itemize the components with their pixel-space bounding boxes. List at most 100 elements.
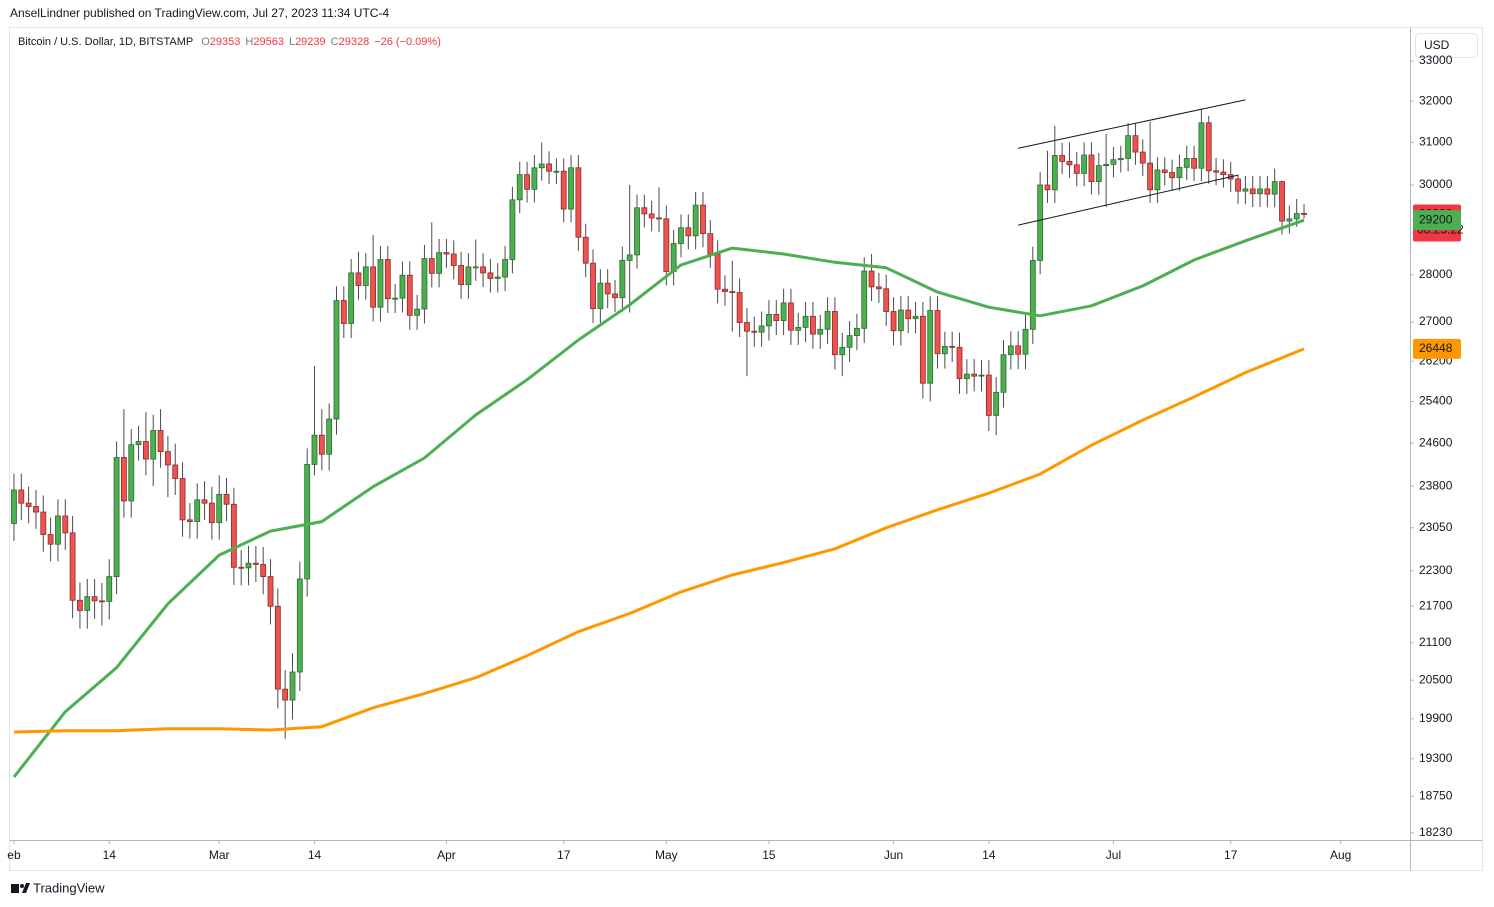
y-tick-label: 27000 <box>1419 314 1453 328</box>
candle-body <box>736 292 743 323</box>
candle-body <box>1103 163 1110 167</box>
candle-body <box>1117 158 1124 161</box>
candle-body <box>531 167 538 190</box>
candle-body <box>656 217 662 220</box>
candle-body <box>509 199 516 260</box>
candle-body <box>252 562 259 565</box>
candle-body <box>956 346 963 380</box>
candle-body <box>854 327 860 337</box>
candle-body <box>927 310 934 384</box>
x-tick-label: Apr <box>437 848 456 862</box>
candle-body <box>1183 158 1190 168</box>
y-tick-label: 22300 <box>1419 563 1453 577</box>
candle-body <box>766 313 772 327</box>
candle-body <box>919 315 926 384</box>
price-label: 29200 <box>1419 212 1453 226</box>
candle-body <box>99 600 105 603</box>
candle-body <box>186 519 193 522</box>
candle-body <box>934 310 941 355</box>
candle-body <box>1095 165 1102 182</box>
candle-body <box>421 258 428 310</box>
candle-body <box>1147 162 1153 191</box>
candle-body <box>546 163 552 172</box>
logo-shape <box>20 884 24 888</box>
y-tick-label: 25400 <box>1419 394 1453 408</box>
candle-body <box>260 563 267 578</box>
candle-body <box>1007 345 1014 356</box>
candle-body <box>612 293 618 299</box>
candle-body <box>69 532 76 601</box>
candle-body <box>729 291 736 293</box>
candle-body <box>150 430 157 460</box>
footer-brand: TradingView <box>33 880 105 895</box>
candle-body <box>1125 135 1132 159</box>
candle-body <box>274 605 281 690</box>
candle-body <box>1205 122 1212 172</box>
candle-body <box>230 503 237 568</box>
ohlc-value: 29328 <box>339 36 370 48</box>
currency-button[interactable] <box>1415 33 1478 58</box>
x-tick-label: May <box>655 848 678 862</box>
candle-body <box>245 562 252 569</box>
candle-body <box>714 253 721 290</box>
candle-body <box>560 170 567 210</box>
candle-body <box>795 326 802 331</box>
ohlc-value: 29353 <box>210 36 241 48</box>
currency-label[interactable]: USD <box>1424 38 1450 52</box>
candle-body <box>1235 178 1241 192</box>
x-tick-label: eb <box>7 848 21 862</box>
x-tick-label: 14 <box>308 848 322 862</box>
candle-body <box>868 270 875 288</box>
candle-body <box>1264 188 1271 195</box>
candle-body <box>480 266 486 274</box>
candle-body <box>832 311 838 356</box>
candle-body <box>1279 181 1285 222</box>
candle-body <box>304 464 311 580</box>
candle-body <box>1029 260 1036 330</box>
candle-body <box>428 258 435 274</box>
candle-body <box>62 515 69 534</box>
candle-body <box>993 391 1000 416</box>
candle-body <box>663 218 670 272</box>
candle-body <box>949 345 956 348</box>
candle-body <box>267 576 274 607</box>
y-tick-label: 18750 <box>1419 788 1453 802</box>
candle-body <box>692 204 699 237</box>
candle-body <box>1044 184 1051 191</box>
candle-body <box>458 265 464 285</box>
candle-body <box>1161 169 1168 173</box>
candle-body <box>18 489 25 504</box>
candle-body <box>326 418 333 455</box>
x-tick-label: Aug <box>1330 848 1351 862</box>
published-note: AnselLindner published on TradingView.co… <box>10 6 389 20</box>
candle-body <box>11 489 17 524</box>
ohlc-value: 29239 <box>295 36 326 48</box>
candle-body <box>641 207 648 215</box>
plot-area <box>11 99 1307 778</box>
candle-body <box>575 167 582 238</box>
candle-body <box>722 288 728 292</box>
candle-body <box>135 441 142 446</box>
candle-body <box>1022 328 1029 355</box>
y-tick-label: 21100 <box>1419 635 1452 649</box>
candle-body <box>648 213 655 219</box>
candle-body <box>414 308 421 316</box>
price-label-box <box>1413 338 1461 359</box>
logo-shape <box>22 883 30 893</box>
candle-body <box>318 434 325 455</box>
candle-body <box>106 576 113 602</box>
candle-body <box>143 441 149 460</box>
frame <box>9 27 1483 871</box>
x-tick-label: 17 <box>557 848 571 862</box>
price-label: 26448 <box>1419 341 1453 355</box>
candle-body <box>1220 171 1227 176</box>
candle-body <box>216 493 223 524</box>
ohlc-label: H <box>245 36 253 48</box>
y-tick-label: 24600 <box>1419 435 1453 449</box>
y-tick-label: 33000 <box>1419 53 1453 67</box>
candle-body <box>890 311 897 332</box>
candle-body <box>113 457 120 578</box>
candle-body <box>1066 160 1073 166</box>
y-tick-label: 28000 <box>1419 267 1453 281</box>
candle-body <box>406 274 413 316</box>
